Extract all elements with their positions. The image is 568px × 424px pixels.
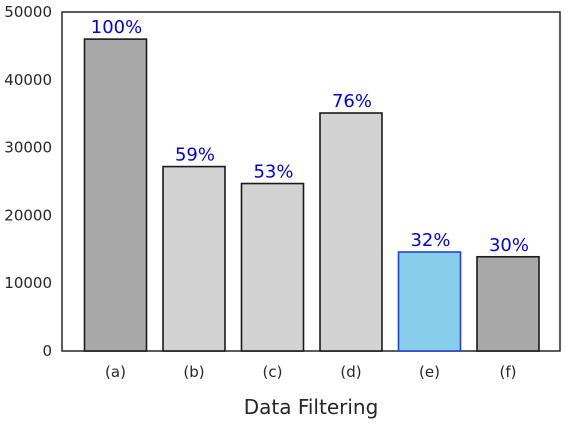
bar-e [397,251,462,352]
y-tick-label: 20000 [4,206,52,224]
x-tick-label: (e) [419,363,440,381]
x-tick-label: (c) [263,363,283,381]
y-tick-label: 0 [42,342,52,360]
bar-b [162,165,226,352]
y-tick-label: 30000 [4,139,52,157]
x-tick-label: (f) [500,363,517,381]
y-tick-label: 50000 [4,3,52,21]
x-tick-label: (d) [340,363,361,381]
x-tick-label: (b) [183,363,204,381]
bars [83,38,540,352]
bar-data-label: 100% [91,17,142,38]
y-tick-label: 40000 [4,71,52,89]
plot-frame [61,11,561,352]
bar-data-label: 30% [489,235,529,256]
y-axis-ticks: 0 10000 20000 30000 40000 50000 [4,3,52,360]
bar-c [240,182,305,352]
bar-a [83,38,148,352]
x-axis-ticks: (a) (b) (c) (d) (e) (f) [105,363,516,381]
bar-data-label: 59% [175,145,215,166]
bar-d [319,112,383,352]
y-tick-label: 10000 [4,274,52,292]
x-tick-label: (a) [105,363,126,381]
bar-data-labels: 100% 59% 53% 76% 32% 30% [91,17,529,256]
bar-data-label: 53% [253,162,293,183]
bar-data-label: 76% [332,91,372,112]
bar-data-label: 32% [410,230,450,251]
bar-f [476,255,540,352]
x-axis-title: Data Filtering [244,395,379,419]
